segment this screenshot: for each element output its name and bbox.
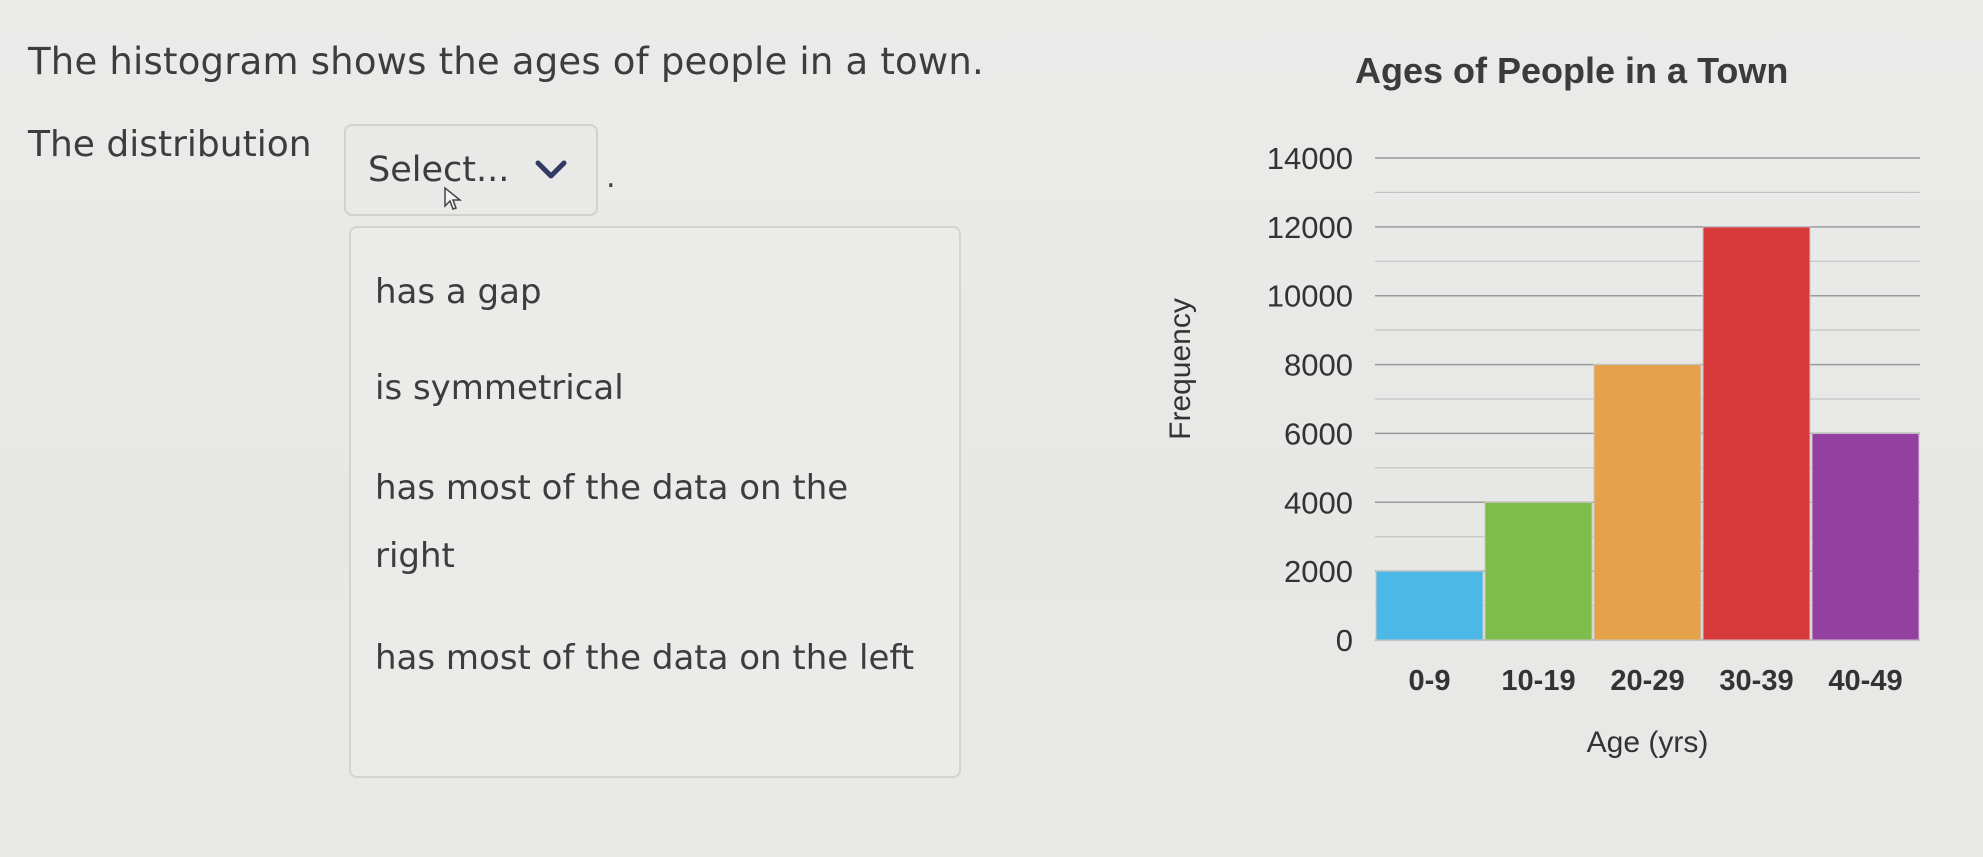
- chevron-down-icon: [535, 160, 567, 179]
- y-tick-label: 8000: [1284, 348, 1353, 383]
- y-axis-title: Frequency: [1164, 298, 1197, 440]
- dropdown-menu: has a gap is symmetrical has most of the…: [349, 226, 961, 778]
- x-tick-label: 0-9: [1409, 665, 1451, 697]
- y-tick-label: 6000: [1284, 416, 1353, 451]
- bar-10-19: [1484, 501, 1593, 641]
- x-tick-label: 40-49: [1828, 665, 1902, 697]
- mouse-pointer-icon: [444, 186, 463, 210]
- select-placeholder: Select...: [368, 150, 510, 190]
- y-tick-label: 2000: [1284, 554, 1353, 589]
- x-tick-label: 30-39: [1719, 665, 1793, 697]
- histogram-chart: 0 2000 4000 6000 8000 10000 12000 14000 0-9 10-19…: [1164, 141, 1920, 759]
- sentence-period: .: [606, 160, 616, 195]
- prompt-label: The distribution: [28, 124, 312, 165]
- y-tick-label: 10000: [1267, 279, 1353, 314]
- x-tick-label: 10-19: [1501, 665, 1575, 697]
- option-most-data-right[interactable]: has most of the data on the right: [375, 468, 849, 576]
- option-most-data-left[interactable]: has most of the data on the left: [375, 638, 915, 678]
- y-tick-label: 4000: [1284, 485, 1353, 520]
- bar-30-39: [1702, 226, 1811, 641]
- y-tick-label: 12000: [1267, 210, 1353, 245]
- prompt-row: The distribution: [28, 124, 312, 165]
- bar-0-9: [1375, 570, 1484, 641]
- option-has-a-gap[interactable]: has a gap: [375, 272, 542, 312]
- y-tick-label: 14000: [1267, 141, 1353, 176]
- bar-20-29: [1593, 364, 1702, 641]
- x-axis-title: Age (yrs): [1587, 726, 1709, 759]
- option-is-symmetrical[interactable]: is symmetrical: [375, 368, 624, 408]
- bar-40-49: [1811, 432, 1920, 641]
- x-tick-label: 20-29: [1610, 665, 1684, 697]
- distribution-select[interactable]: Select...: [344, 124, 598, 216]
- chart-title: Ages of People in a Town: [1355, 50, 1789, 91]
- y-tick-label: 0: [1336, 623, 1353, 658]
- question-text: The histogram shows the ages of people i…: [28, 40, 984, 83]
